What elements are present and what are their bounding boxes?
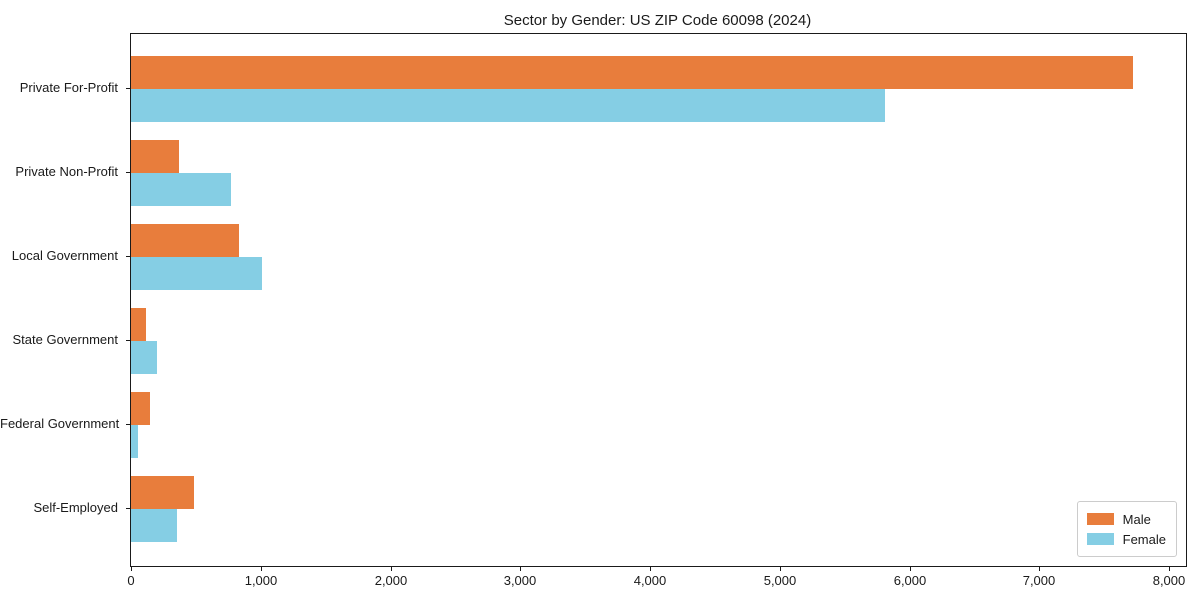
x-tick-mark (520, 567, 521, 571)
y-tick-mark (126, 172, 130, 173)
y-tick-mark (126, 340, 130, 341)
bar-male-private-non-profit (131, 140, 179, 173)
bar-female-private-non-profit (131, 173, 231, 206)
y-tick-label-self-employed: Self-Employed (33, 500, 118, 515)
bar-female-federal-government (131, 425, 138, 458)
legend-entry-female: Female (1086, 529, 1166, 549)
x-tick-label-1-000: 1,000 (244, 573, 278, 588)
legend-entry-male: Male (1086, 509, 1166, 529)
x-tick-mark (1169, 567, 1170, 571)
bar-male-federal-government (131, 392, 150, 425)
x-tick-label-4-000: 4,000 (633, 573, 667, 588)
y-tick-label-private-for-profit: Private For-Profit (19, 80, 118, 95)
legend-label-male: Male (1122, 511, 1151, 527)
plot-area: Male Female (130, 33, 1187, 567)
x-tick-label-7-000: 7,000 (1022, 573, 1056, 588)
bar-female-local-government (131, 257, 262, 290)
x-tick-label-3-000: 3,000 (503, 573, 537, 588)
x-tick-label-8-000: 8,000 (1152, 573, 1186, 588)
bar-female-self-employed (131, 509, 177, 542)
x-tick-label-2-000: 2,000 (374, 573, 408, 588)
bar-female-private-for-profit (131, 89, 885, 122)
bar-male-private-for-profit (131, 56, 1133, 89)
legend: Male Female (1076, 501, 1177, 557)
x-tick-mark (1039, 567, 1040, 571)
x-tick-mark (650, 567, 651, 571)
y-tick-label-federal-government: Federal Government (0, 416, 120, 431)
x-tick-mark (261, 567, 262, 571)
x-tick-mark (780, 567, 781, 571)
x-tick-mark (131, 567, 132, 571)
x-tick-label-0: 0 (127, 573, 135, 588)
chart-title: Sector by Gender: US ZIP Code 60098 (202… (503, 12, 812, 29)
legend-swatch-female (1086, 533, 1114, 545)
legend-label-female: Female (1122, 531, 1166, 547)
y-tick-mark (126, 88, 130, 89)
y-tick-mark (126, 424, 130, 425)
y-tick-mark (126, 508, 130, 509)
x-tick-mark (391, 567, 392, 571)
y-tick-label-local-government: Local Government (11, 248, 118, 263)
y-tick-label-private-non-profit: Private Non-Profit (15, 164, 118, 179)
x-tick-label-6-000: 6,000 (893, 573, 927, 588)
y-tick-label-state-government: State Government (12, 332, 119, 347)
bar-male-state-government (131, 308, 146, 341)
bar-male-local-government (131, 224, 239, 257)
y-tick-mark (126, 256, 130, 257)
bar-female-state-government (131, 341, 157, 374)
x-tick-label-5-000: 5,000 (763, 573, 797, 588)
bar-male-self-employed (131, 476, 194, 509)
legend-swatch-male (1086, 513, 1114, 525)
x-tick-mark (910, 567, 911, 571)
